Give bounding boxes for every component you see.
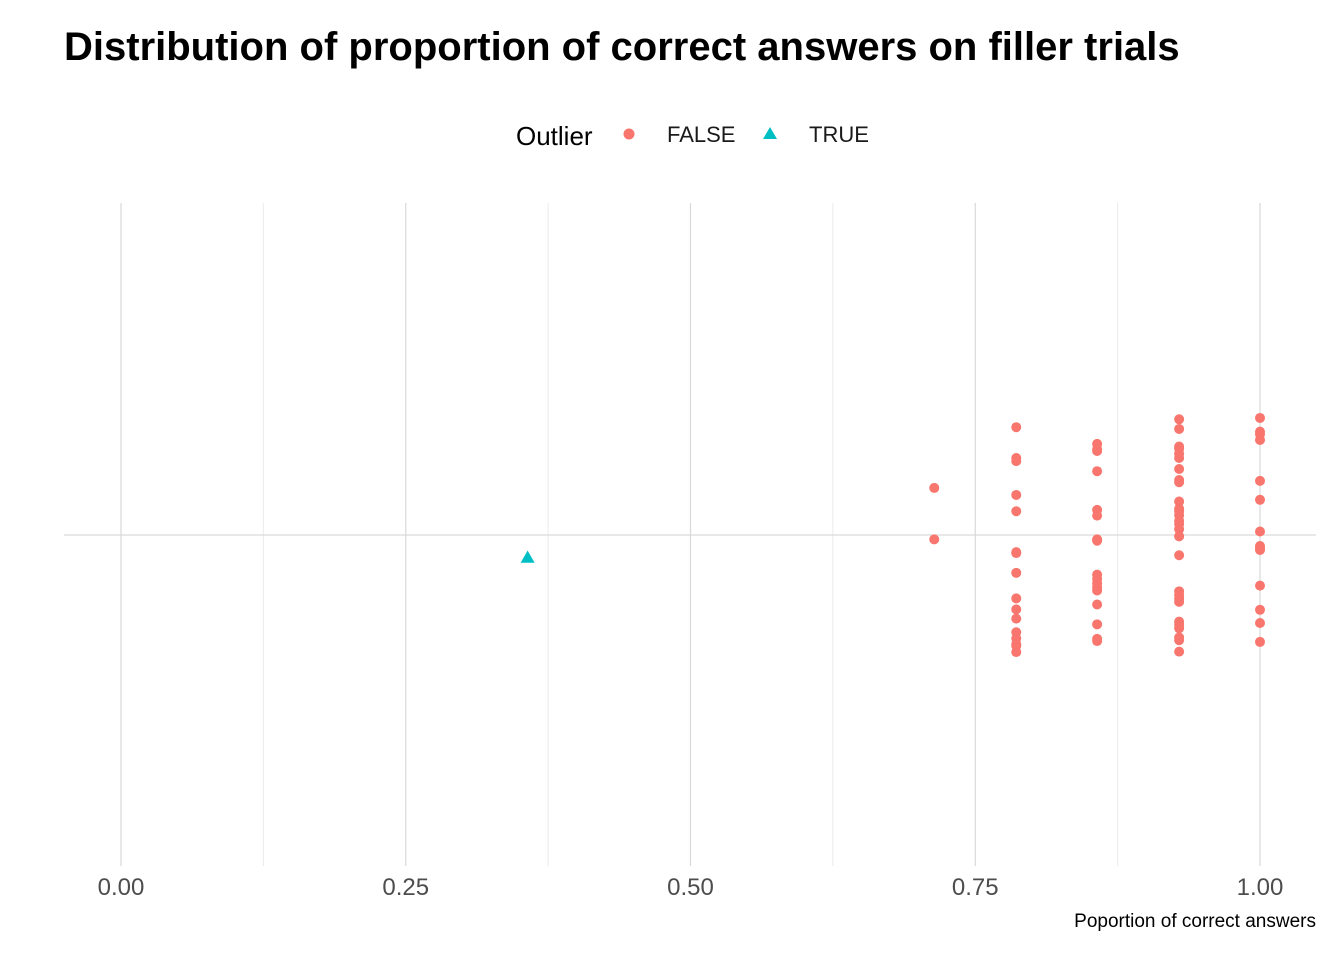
data-point bbox=[1174, 414, 1185, 425]
data-point bbox=[1174, 464, 1185, 474]
data-point bbox=[1092, 619, 1103, 630]
data-point bbox=[1011, 613, 1022, 624]
data-point bbox=[1255, 475, 1265, 486]
data-point bbox=[1011, 604, 1022, 615]
x-axis-label: Poportion of correct answers bbox=[1074, 911, 1316, 932]
x-tick-label: 0.75 bbox=[952, 874, 999, 901]
data-point bbox=[1011, 506, 1022, 517]
x-tick-label: 0.00 bbox=[98, 874, 145, 901]
data-point bbox=[1255, 604, 1265, 615]
data-point bbox=[1092, 585, 1103, 596]
data-point bbox=[1011, 567, 1022, 578]
data-point bbox=[1174, 646, 1185, 657]
data-points bbox=[520, 412, 1265, 658]
data-point bbox=[1255, 544, 1265, 555]
data-point bbox=[1092, 466, 1103, 477]
data-point-outlier bbox=[520, 550, 535, 563]
data-point bbox=[1092, 636, 1103, 647]
data-point bbox=[1255, 636, 1265, 647]
data-point bbox=[1174, 550, 1185, 561]
x-tick-label: 0.25 bbox=[382, 874, 429, 901]
x-tick-label: 1.00 bbox=[1237, 874, 1284, 901]
x-tick-label: 0.50 bbox=[667, 874, 714, 901]
data-point bbox=[1255, 494, 1265, 505]
data-point bbox=[1255, 580, 1265, 591]
data-point bbox=[1174, 596, 1185, 607]
data-point bbox=[1092, 510, 1103, 521]
legend-key-true bbox=[763, 127, 777, 139]
gridlines bbox=[64, 203, 1316, 866]
data-point bbox=[1255, 526, 1265, 537]
data-point bbox=[1011, 456, 1022, 467]
data-point bbox=[1174, 623, 1185, 634]
legend-label-false: FALSE bbox=[667, 122, 735, 147]
data-point bbox=[1255, 618, 1265, 628]
data-point bbox=[929, 482, 940, 493]
data-point bbox=[1011, 548, 1022, 559]
data-point bbox=[1174, 524, 1185, 535]
x-axis-tick-labels: 0.00 0.25 0.50 0.75 1.00 bbox=[98, 874, 1284, 901]
legend-key-false bbox=[623, 128, 635, 140]
data-point bbox=[1255, 434, 1265, 445]
data-point bbox=[929, 534, 940, 545]
data-point bbox=[1174, 531, 1185, 542]
data-point bbox=[1174, 423, 1185, 434]
data-point bbox=[1011, 422, 1022, 433]
data-point bbox=[1092, 445, 1103, 456]
data-point bbox=[1255, 412, 1265, 423]
chart-title: Distribution of proportion of correct an… bbox=[64, 25, 1180, 69]
data-point bbox=[1174, 496, 1185, 507]
data-point bbox=[1092, 535, 1103, 546]
data-point bbox=[1174, 635, 1185, 646]
data-point bbox=[1174, 453, 1185, 463]
data-point bbox=[1011, 647, 1022, 658]
data-point bbox=[1011, 489, 1022, 500]
legend: Outlier FALSE TRUE bbox=[516, 121, 869, 151]
data-point bbox=[1174, 477, 1185, 488]
legend-title: Outlier bbox=[516, 121, 593, 151]
data-point bbox=[1092, 599, 1103, 610]
data-point bbox=[1011, 593, 1022, 604]
legend-label-true: TRUE bbox=[809, 122, 869, 147]
